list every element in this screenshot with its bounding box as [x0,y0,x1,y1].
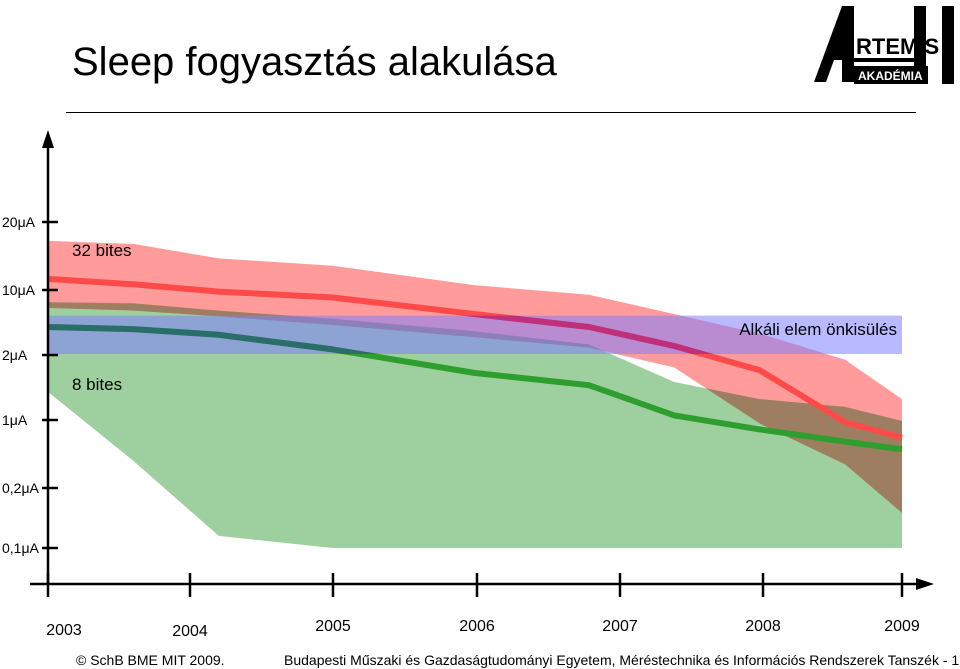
logo-big-h-right [942,6,954,84]
x-tick-label: 2005 [315,618,351,635]
y-tick-label: 0,2μA [2,480,40,496]
x-axis-arrow [916,578,934,590]
band-annotation: 32 bites [72,241,132,260]
logo-big-h-left [914,6,926,84]
logo-top-text: RTEMIS [856,34,939,59]
y-tick-label: 20μA [2,214,36,230]
logo-bar [842,58,926,62]
footer-copyright: © SchB BME MIT 2009. [76,652,225,668]
title-divider [66,112,916,113]
y-tick-label: 1μA [2,412,28,428]
y-axis-arrow [42,130,54,148]
y-tick-label: 0,1μA [2,540,40,556]
artemis-akademia-logo: RTEMIS AKADÉMIA [814,6,954,84]
x-tick-label: 2006 [459,618,495,635]
logo-bottom-text: AKADÉMIA [858,68,923,83]
x-tick-label: 2003 [46,622,82,639]
y-tick-label: 10μA [2,282,36,298]
series-line-in-band-8-bit [48,324,379,355]
logo-bottom-box [854,66,928,84]
band-8-bit [48,302,902,548]
band-annotation: 8 bites [72,375,122,394]
footer-institution: Budapesti Műszaki és Gazdaságtudományi E… [284,652,960,668]
band-annotation: Alkáli elem önkisülés [739,320,897,339]
band-32-bit [48,240,902,513]
x-tick-label: 2007 [602,618,638,635]
x-tick-label: 2009 [884,618,920,635]
logo-big-a [814,6,854,82]
series-line-in-band-32-bit [462,315,714,355]
x-tick-label: 2008 [745,618,781,635]
x-tick-label: 2004 [172,623,208,640]
y-tick-label: 2μA [2,347,28,363]
slide-title: Sleep fogyasztás alakulása [72,40,557,84]
